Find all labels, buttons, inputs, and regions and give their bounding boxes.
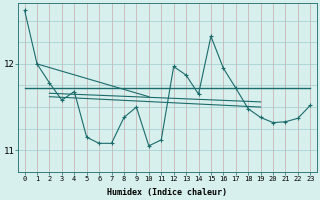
X-axis label: Humidex (Indice chaleur): Humidex (Indice chaleur) xyxy=(108,188,228,197)
